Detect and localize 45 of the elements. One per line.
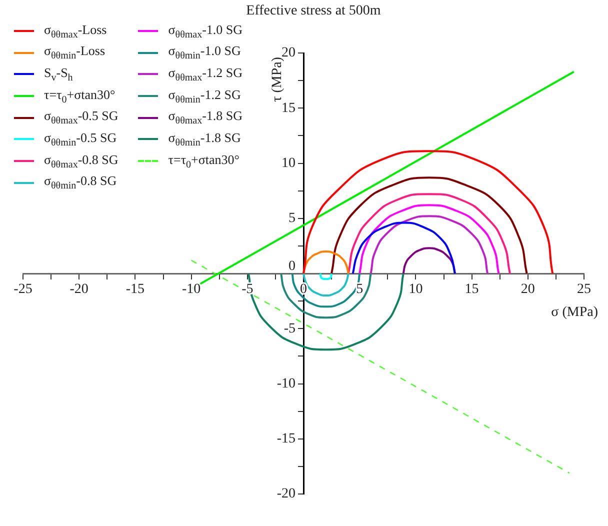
- y-tick-label: 0: [288, 259, 296, 274]
- y-tick-label: -15: [276, 432, 296, 447]
- y-tick-label: 15: [282, 100, 296, 116]
- line-series: [370, 215, 489, 274]
- legend-label: σ$_{θθmax}$-0.5 SG: [44, 108, 118, 127]
- line-series: [358, 204, 500, 274]
- legend-label: τ=τ$_{0}$+σtan30°: [168, 152, 240, 170]
- chart-title: Effective stress at 500m: [246, 4, 381, 19]
- legend-label: σ$_{θθmax}$-1.0 SG: [168, 22, 243, 40]
- legend-label: σ$_{θθmin}$-Loss: [44, 43, 106, 62]
- x-tick-label: -15: [126, 282, 145, 298]
- legend-label: σ$_{θθmin}$-1.8 SG: [168, 130, 241, 149]
- y-tick-label: -20: [276, 486, 296, 502]
- legend-label: σ$_{θθmin}$-0.8 SG: [44, 173, 117, 192]
- x-tick-label: -10: [182, 282, 201, 298]
- legend-label: σ$_{θθmax}$-1.8 SG: [168, 108, 243, 127]
- x-tick-label: 25: [577, 282, 591, 298]
- y-tick-label: 10: [282, 156, 296, 171]
- y-tick-label: -10: [276, 376, 296, 392]
- line-series: [352, 222, 456, 274]
- x-tick-label: 5: [356, 282, 364, 298]
- line-series: [347, 193, 511, 274]
- x-tick-label: -25: [14, 282, 32, 298]
- y-tick-label: 5: [288, 211, 296, 226]
- line-series: [330, 176, 528, 274]
- legend-label: τ=τ$_{0}$+σtan30°: [44, 86, 116, 106]
- x-axis-title: σ (MPa): [551, 305, 598, 320]
- legend-label: σ$_{θθmin}$-1.2 SG: [168, 86, 241, 106]
- legend-label: σ$_{θθmin}$-0.5 SG: [44, 130, 117, 149]
- line-series: [291, 272, 361, 308]
- legend-label: σ$_{θθmax}$-0.8 SG: [44, 152, 118, 170]
- line-series: [280, 272, 372, 319]
- line-series: [302, 272, 350, 297]
- legend-label: σ$_{θθmax}$-Loss: [44, 22, 107, 40]
- y-tick-label: -5: [284, 321, 296, 336]
- x-tick-label: -20: [70, 282, 88, 298]
- x-tick-label: 20: [520, 282, 535, 298]
- line-series: [302, 250, 350, 274]
- line-series: [302, 150, 554, 274]
- x-tick-label: 10: [408, 282, 423, 298]
- legend-label: σ$_{θθmin}$-1.0 SG: [168, 43, 241, 62]
- line-series: [402, 247, 456, 274]
- legend-label: S$_{v}$-S$_{h}$: [44, 64, 73, 84]
- x-tick-label: 15: [464, 282, 479, 298]
- legend-label: σ$_{θθmax}$-1.2 SG: [168, 64, 243, 84]
